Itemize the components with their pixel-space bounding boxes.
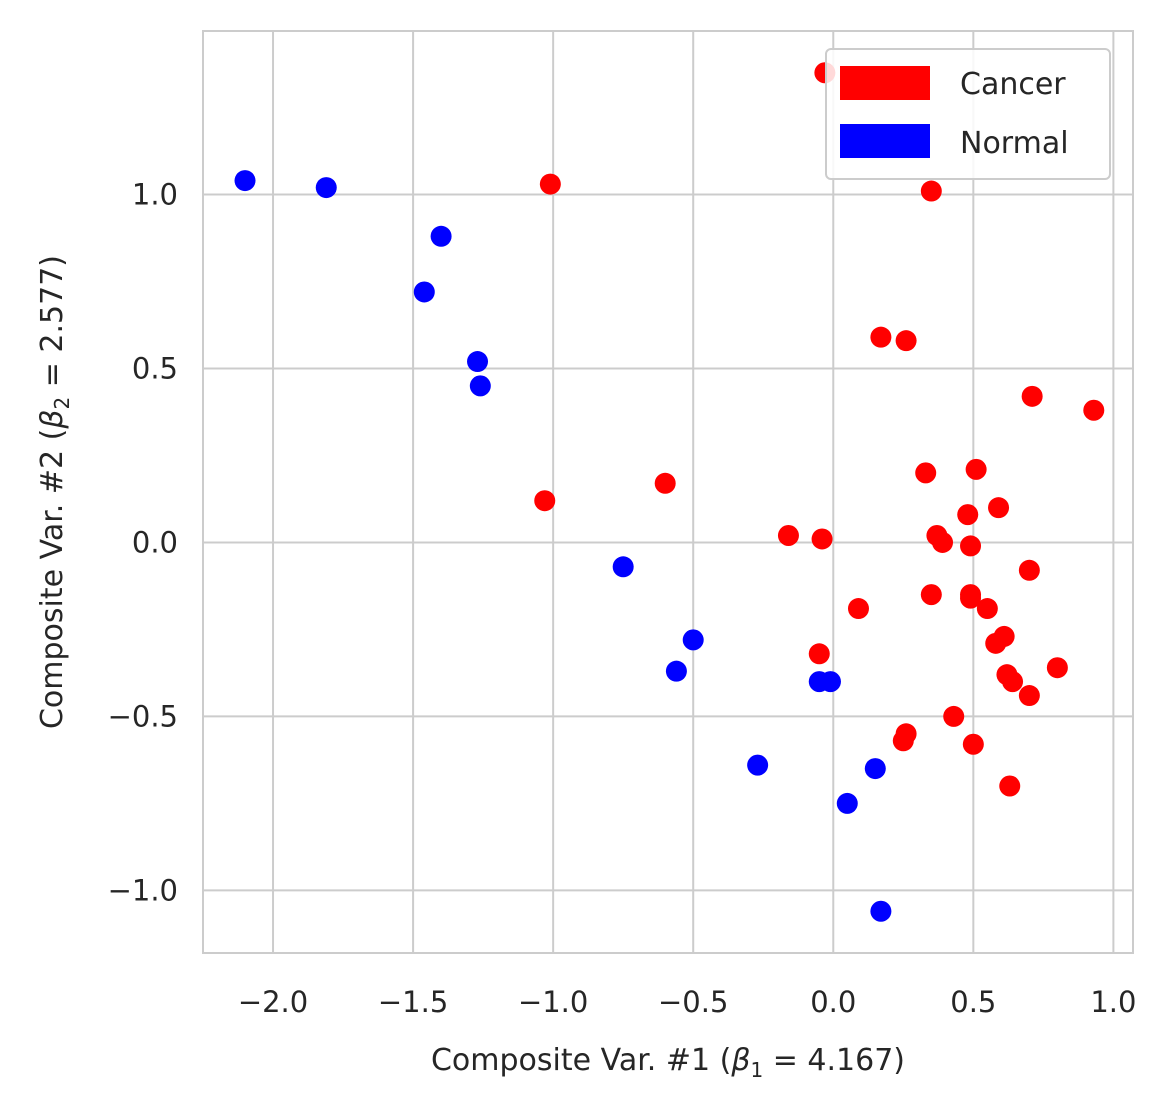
point-normal xyxy=(612,556,634,578)
point-cancer xyxy=(943,705,965,727)
y-tick-label: 0.5 xyxy=(132,351,178,385)
point-cancer xyxy=(993,625,1015,647)
legend-swatch-normal xyxy=(840,124,930,158)
point-cancer xyxy=(932,531,954,553)
point-cancer xyxy=(960,535,982,557)
point-normal xyxy=(430,225,452,247)
legend-label-normal: Normal xyxy=(960,126,1069,161)
y-tick-label: 0.0 xyxy=(132,525,178,559)
point-cancer xyxy=(847,598,869,620)
plot-frame xyxy=(202,30,1134,954)
point-cancer xyxy=(1002,671,1024,693)
point-cancer xyxy=(539,173,561,195)
legend-swatch-cancer xyxy=(840,66,930,100)
point-normal xyxy=(234,170,256,192)
point-cancer xyxy=(895,330,917,352)
y-tick-label: 1.0 xyxy=(132,178,178,212)
point-normal xyxy=(864,758,886,780)
y-axis-label: Composite Var. #2 (β2 = 2.577) xyxy=(35,255,74,729)
point-cancer xyxy=(1018,685,1040,707)
point-cancer xyxy=(1018,559,1040,581)
point-normal xyxy=(682,629,704,651)
point-cancer xyxy=(920,180,942,202)
point-cancer xyxy=(988,497,1010,519)
point-cancer xyxy=(870,326,892,348)
point-cancer xyxy=(915,462,937,484)
x-tick-label: 0.5 xyxy=(950,985,996,1019)
point-cancer xyxy=(777,524,799,546)
legend: Cancer Normal xyxy=(825,48,1111,180)
point-normal xyxy=(469,375,491,397)
x-axis-ticks: −2.0 −1.5 −1.0 −0.5 0.0 0.5 1.0 xyxy=(238,985,1137,1019)
point-cancer xyxy=(892,730,914,752)
x-axis-label: Composite Var. #1 (β1 = 4.167) xyxy=(431,1043,905,1082)
point-cancer xyxy=(999,775,1021,797)
point-normal xyxy=(819,671,841,693)
point-cancer xyxy=(1021,385,1043,407)
x-tick-label: 1.0 xyxy=(1090,985,1136,1019)
legend-label-cancer: Cancer xyxy=(960,67,1066,102)
point-cancer xyxy=(960,587,982,609)
x-tick-label: −1.0 xyxy=(518,985,588,1019)
point-cancer xyxy=(920,584,942,606)
point-cancer xyxy=(962,733,984,755)
y-tick-label: −0.5 xyxy=(108,699,178,733)
point-cancer xyxy=(808,643,830,665)
point-cancer xyxy=(1083,399,1105,421)
point-normal xyxy=(870,900,892,922)
point-normal xyxy=(836,792,858,814)
point-normal xyxy=(413,281,435,303)
point-cancer xyxy=(654,472,676,494)
point-cancer xyxy=(965,458,987,480)
point-normal xyxy=(467,351,489,373)
x-tick-label: −1.5 xyxy=(378,985,448,1019)
point-normal xyxy=(315,177,337,199)
point-cancer xyxy=(976,598,998,620)
point-cancer xyxy=(534,490,556,512)
data-points xyxy=(234,62,1105,922)
point-cancer xyxy=(957,504,979,526)
point-cancer xyxy=(811,528,833,550)
x-tick-label: −0.5 xyxy=(658,985,728,1019)
x-tick-label: 0.0 xyxy=(810,985,856,1019)
y-axis-ticks: −1.0 −0.5 0.0 0.5 1.0 xyxy=(108,178,178,908)
point-normal xyxy=(747,754,769,776)
x-tick-label: −2.0 xyxy=(238,985,308,1019)
point-cancer xyxy=(1046,657,1068,679)
point-normal xyxy=(665,660,687,682)
y-tick-label: −1.0 xyxy=(108,873,178,907)
